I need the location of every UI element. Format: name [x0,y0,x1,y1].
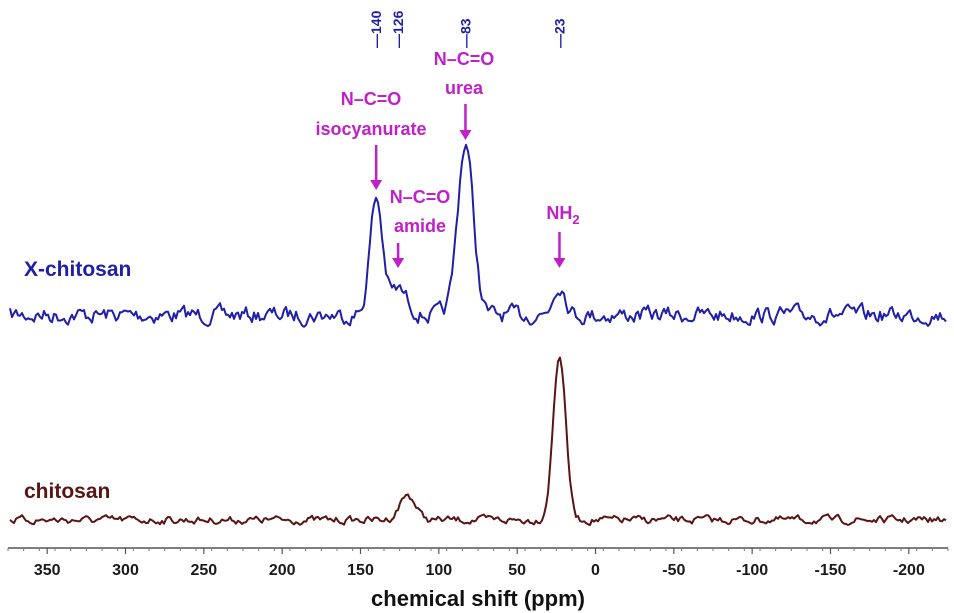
peak-marker-label: —140 [368,10,384,48]
spectrum-line [9,356,947,526]
annotation-group: N–C=O urea [434,49,495,140]
x-tick-label: -100 [736,562,768,579]
annotation-group: N–C=O amide [390,187,451,268]
x-tick-label: 150 [347,562,374,579]
x-tick-label: 50 [508,562,526,579]
peak-marker-label: —83 [457,18,473,48]
annotation-text: N–C=O [390,187,451,207]
annotation-group: N–C=O isocyanurate [315,89,427,190]
annotation-arrow-head [370,180,383,190]
x-tick-label: 0 [591,562,600,579]
x-axis: 350 300 250 200 150 100 50 0 -50 -100 -150 -200 [7,547,949,579]
annotation-arrow-head [459,130,472,140]
peak-marker-label: —23 [551,18,567,48]
x-tick-label: 250 [190,562,217,579]
annotation-group: NH2 [546,203,580,268]
annotation-text: isocyanurate [315,119,426,139]
x-axis-title: chemical shift (ppm) [371,586,585,611]
series-label-chitosan: chitosan [24,480,110,503]
annotation-main: NH [546,203,572,223]
annotation-subscript: 2 [572,212,579,227]
series-label-x-chitosan: X-chitosan [24,258,131,281]
series-labels: X-chitosan chitosan [24,258,131,503]
x-tick-label: 350 [34,562,61,579]
x-tick-label: -200 [893,562,925,579]
x-tick-label: -50 [662,562,685,579]
annotation-arrow-head [392,258,405,268]
spectrum-line [9,143,947,328]
annotation-text: NH2 [546,203,579,227]
annotation-arrow-head [553,258,566,268]
peak-markers: —140 —126 —83 —23 [368,10,567,48]
x-tick-label: -150 [814,562,846,579]
peak-annotations: N–C=O isocyanurate N–C=O amide N–C=O urea NH2 [315,49,580,268]
annotation-text: N–C=O [434,49,495,69]
annotation-text: amide [394,216,446,236]
x-tick-label: 100 [425,562,452,579]
spectrum-traces [9,143,947,526]
x-tick-label: 200 [269,562,296,579]
annotation-text: urea [445,78,484,98]
peak-marker-label: —126 [390,10,406,48]
annotation-text: N–C=O [341,89,402,109]
x-tick-label: 300 [112,562,139,579]
